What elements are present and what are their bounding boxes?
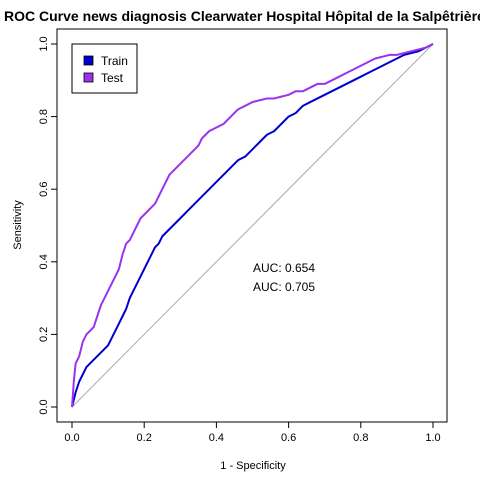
y-tick-label: 0.2 <box>38 327 50 342</box>
x-tick-label: 1.0 <box>425 432 440 444</box>
y-tick-label: 0.0 <box>38 399 50 414</box>
y-axis: 0.0 0.2 0.4 0.6 0.8 1.0 <box>38 36 58 415</box>
series-line-train <box>71 43 434 408</box>
legend-box <box>71 43 138 94</box>
y-tick-label: 1.0 <box>38 36 50 51</box>
y-axis-label: Sensitivity <box>12 200 24 250</box>
x-tick-label: 0.6 <box>281 432 296 444</box>
legend-swatch-test <box>83 72 94 83</box>
y-tick-label: 0.4 <box>38 254 50 269</box>
x-tick-label: 0.0 <box>64 432 79 444</box>
legend: Train Test <box>71 43 138 94</box>
series-layer <box>71 43 434 408</box>
legend-label-train: Train <box>101 54 128 68</box>
reference-diagonal <box>71 43 434 408</box>
y-tick-label: 0.6 <box>38 182 50 197</box>
x-axis: 0.0 0.2 0.4 0.6 0.8 1.0 <box>64 421 441 444</box>
auc-label-test: AUC: 0.705 <box>253 280 315 294</box>
legend-swatch-train <box>83 55 94 66</box>
x-axis-label: 1 - Specificity <box>220 460 286 472</box>
series-line-test <box>71 43 434 408</box>
chart-title: ROC Curve news diagnosis Clearwater Hosp… <box>4 8 480 24</box>
legend-label-test: Test <box>101 71 124 85</box>
y-tick-label: 0.8 <box>38 109 50 124</box>
x-tick-label: 0.2 <box>137 432 152 444</box>
x-tick-label: 0.8 <box>353 432 368 444</box>
x-tick-label: 0.4 <box>209 432 224 444</box>
auc-label-train: AUC: 0.654 <box>253 261 315 275</box>
